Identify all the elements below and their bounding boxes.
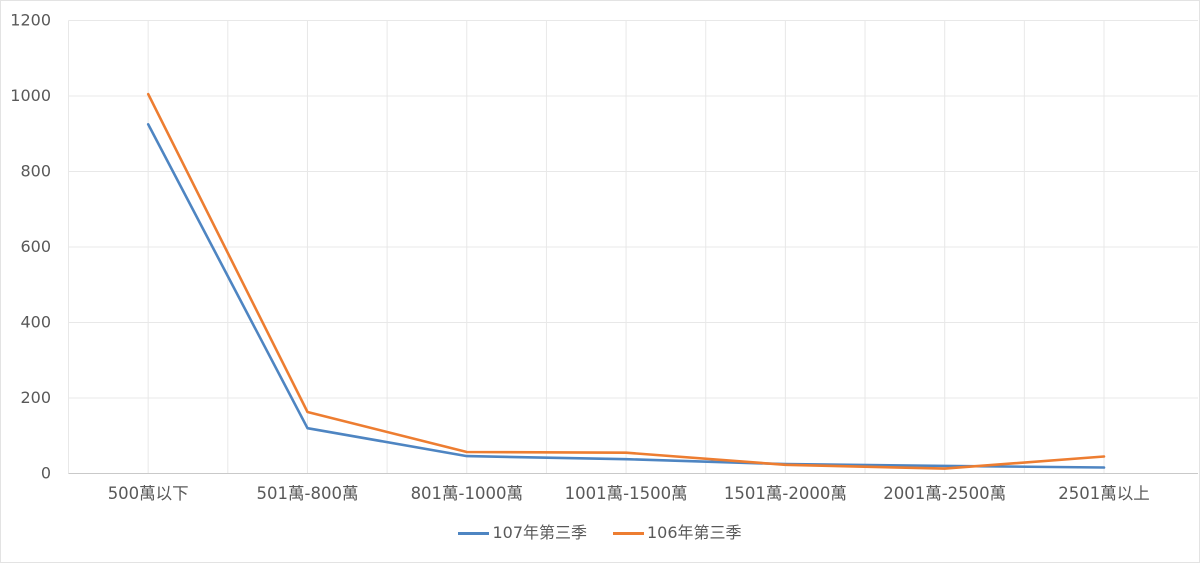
x-axis-category-label: 801萬-1000萬	[411, 484, 523, 503]
y-axis-tick-label: 800	[20, 162, 51, 181]
legend-item-106[interactable]: 106年第三季	[613, 525, 742, 541]
x-axis-category-label: 1001萬-1500萬	[565, 484, 688, 503]
legend-label: 106年第三季	[647, 523, 742, 542]
series-line-0	[146, 123, 1106, 469]
y-axis-tick-label: 1200	[10, 11, 51, 30]
legend-item-107[interactable]: 107年第三季	[458, 525, 587, 541]
legend-line-swatch-blue	[458, 531, 490, 535]
x-axis-category-label: 501萬-800萬	[257, 484, 359, 503]
x-axis-category-label: 2501萬以上	[1058, 484, 1150, 503]
chart-legend: 107年第三季 106年第三季	[1, 525, 1199, 541]
legend-line-swatch-orange	[613, 531, 644, 535]
series-line-1	[146, 92, 1106, 470]
y-axis-tick-label: 200	[20, 388, 51, 407]
y-axis-tick-label: 1000	[10, 86, 51, 105]
x-axis-category-label: 2001萬-2500萬	[883, 484, 1006, 503]
y-axis-tick-label: 0	[41, 464, 51, 483]
x-axis-category-label: 1501萬-2000萬	[724, 484, 847, 503]
y-axis-tick-label: 600	[20, 237, 51, 256]
legend-label: 107年第三季	[492, 523, 587, 542]
y-axis-tick-label: 400	[20, 313, 51, 332]
x-axis-category-label: 500萬以下	[108, 484, 189, 503]
